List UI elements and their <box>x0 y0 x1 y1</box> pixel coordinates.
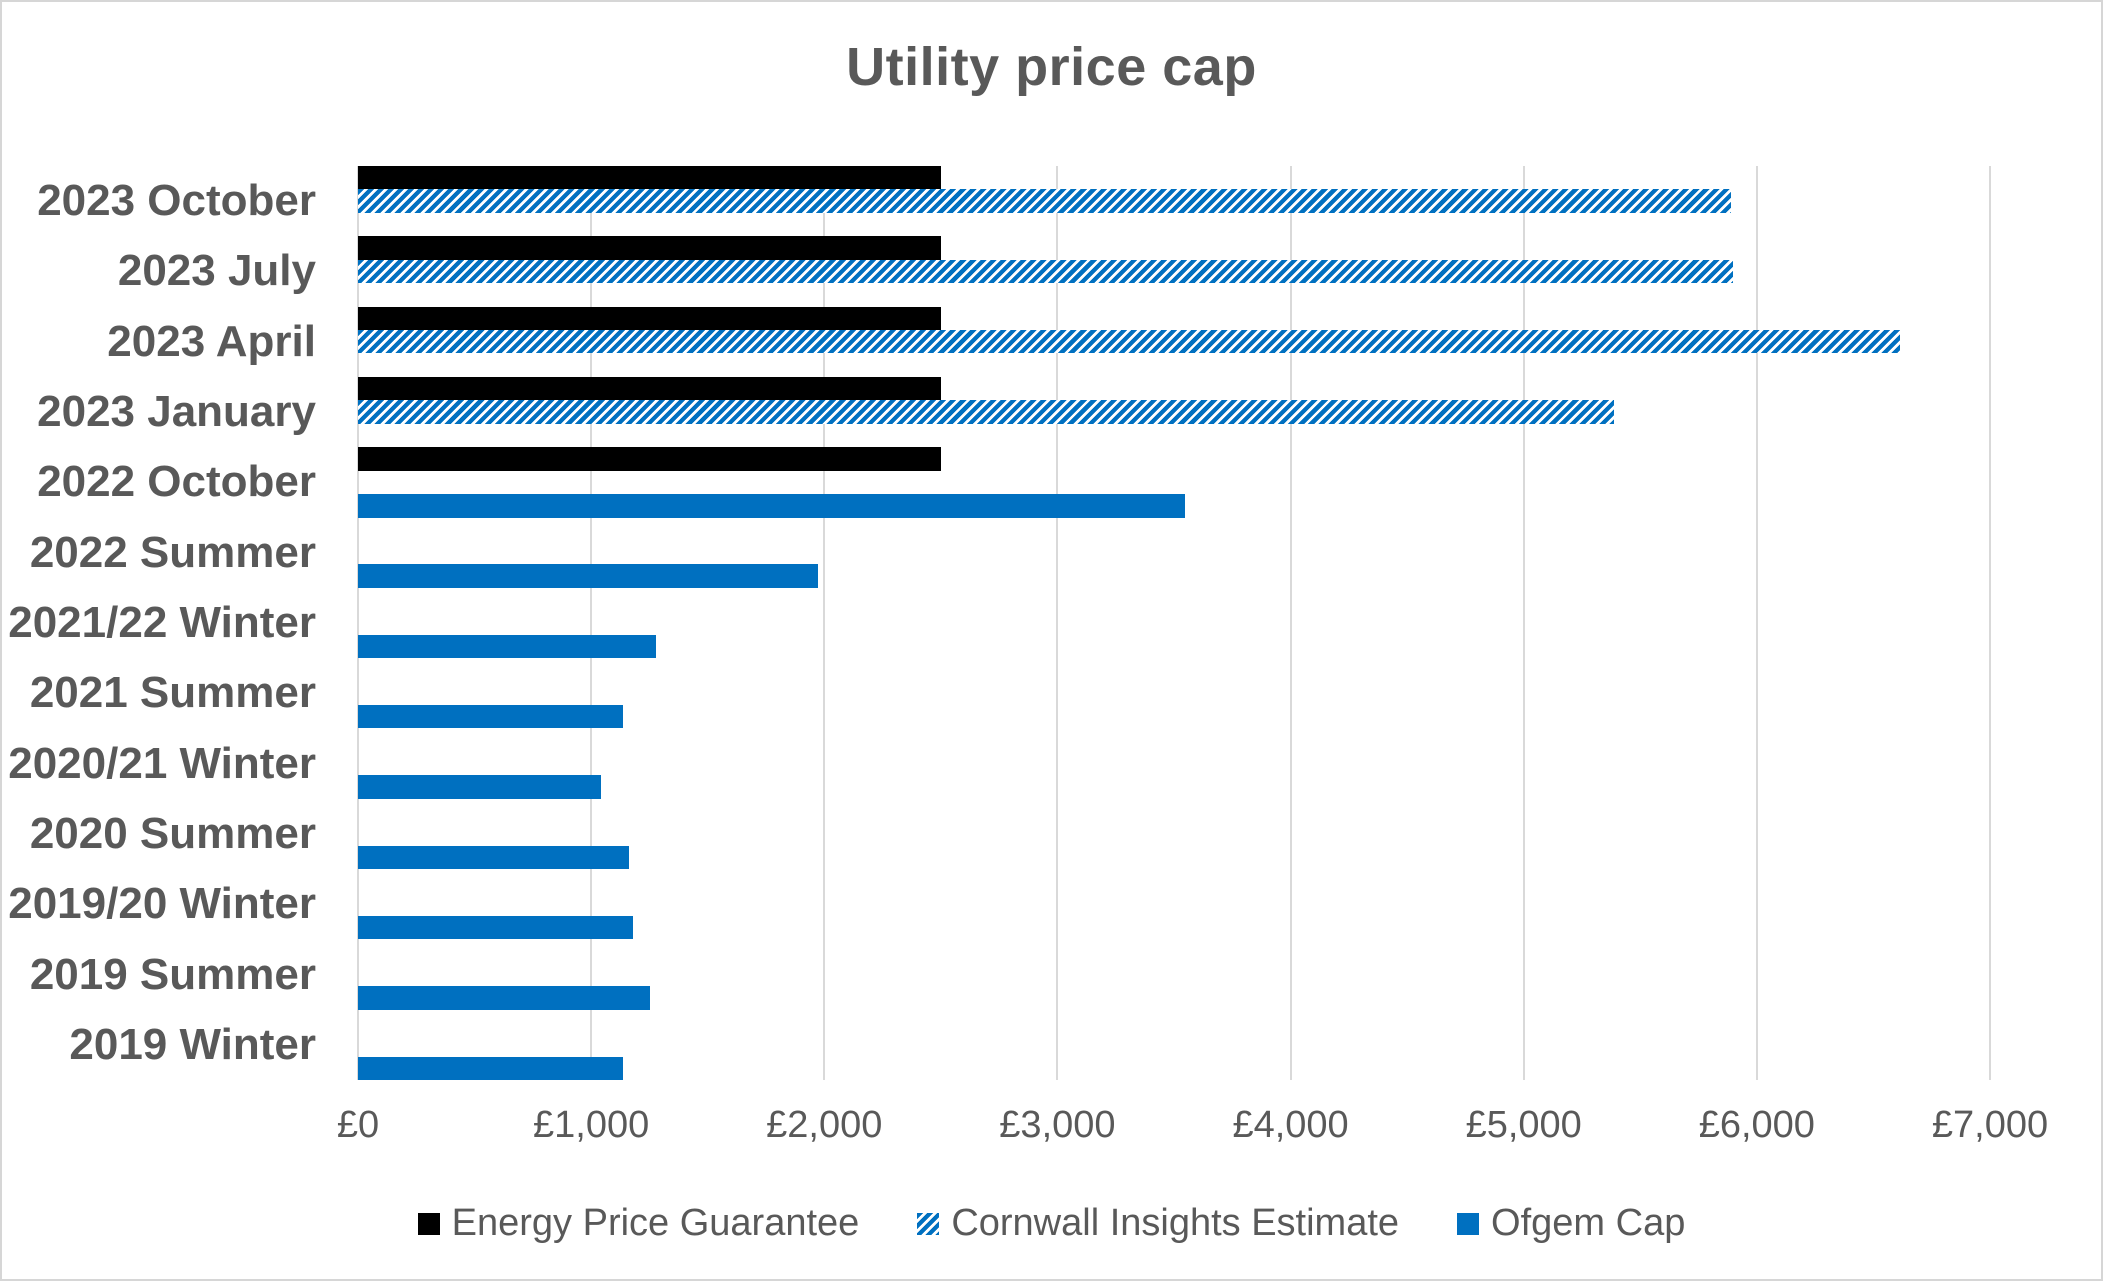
legend-item-energy-price-guarantee: Energy Price Guarantee <box>417 1202 860 1245</box>
bar-ofgem-cap-2019-20-winter <box>358 915 633 940</box>
category-row-2023-january <box>358 376 1990 447</box>
gridline-3000 <box>1056 166 1059 1080</box>
category-label-2023-october: 2023 October <box>37 176 316 226</box>
gridline-4000 <box>1289 166 1292 1080</box>
bar-ofgem-cap-2020-summer <box>358 845 629 870</box>
bar-ofgem-cap-2021-summer <box>358 705 624 729</box>
x-axis-label-6000: £6,000 <box>1698 1104 1815 1146</box>
category-row-2019-summer <box>358 939 1990 1010</box>
category-label-2022-october: 2022 October <box>37 457 316 507</box>
bar-ofgem-cap-2021-22-winter <box>358 634 656 659</box>
legend-label-energy-price-guarantee: Energy Price Guarantee <box>451 1202 860 1244</box>
category-row-2019-20-winter <box>358 869 1990 940</box>
bar-ofgem-cap-2022-october <box>358 494 1186 518</box>
category-label-2022-summer: 2022 Summer <box>29 527 316 577</box>
chart-title: Utility price cap <box>846 37 1257 97</box>
category-label-2023-july: 2023 July <box>117 246 316 296</box>
category-row-2021-summer <box>358 658 1990 729</box>
legend-label-cornwall-insights-estimate: Cornwall Insights Estimate <box>951 1202 1400 1244</box>
bar-cornwall-insights-estimate-2023-january <box>358 400 1614 424</box>
x-axis-label-1000: £1,000 <box>533 1104 650 1146</box>
category-label-2021-summer: 2021 Summer <box>29 668 316 718</box>
category-row-2020-summer <box>358 799 1990 870</box>
gridline-7000 <box>1989 166 1991 1080</box>
bar-ofgem-cap-2019-winter <box>358 1056 624 1080</box>
bar-energy-price-guarantee-2023-april <box>358 306 941 331</box>
category-label-2019-winter: 2019 Winter <box>69 1019 316 1069</box>
gridline-2000 <box>823 166 826 1080</box>
x-axis-label-5000: £5,000 <box>1465 1104 1582 1146</box>
x-axis-label-0: £0 <box>336 1104 380 1146</box>
x-axis-label-2000: £2,000 <box>766 1104 883 1146</box>
gridline-6000 <box>1755 166 1758 1080</box>
bar-ofgem-cap-2019-summer <box>358 986 651 1010</box>
bar-cornwall-insights-estimate-2023-april <box>358 330 1901 354</box>
bar-energy-price-guarantee-2022-october <box>358 447 941 471</box>
bar-cornwall-insights-estimate-2023-october <box>358 189 1731 213</box>
legend-swatch-ofgem-cap <box>1457 1212 1480 1235</box>
legend-swatch-cornwall-insights-estimate <box>917 1212 940 1235</box>
category-axis: 2023 October 2023 July 2023 April 2023 Janu… <box>2 166 316 1080</box>
legend-item-cornwall-insights-estimate: Cornwall Insights Estimate <box>917 1202 1399 1245</box>
bar-energy-price-guarantee-2023-july <box>358 236 941 260</box>
gridline-0 <box>357 166 359 1080</box>
category-row-2021-22-winter <box>358 588 1990 659</box>
bar-ofgem-cap-2022-summer <box>358 564 818 588</box>
category-row-2023-october <box>358 166 1990 236</box>
bar-energy-price-guarantee-2023-october <box>358 166 941 190</box>
legend: Energy Price Guarantee Cornwall Insights … <box>2 1202 2101 1245</box>
gridline-1000 <box>590 166 593 1080</box>
category-row-2022-summer <box>358 518 1990 588</box>
category-label-2019-summer: 2019 Summer <box>29 949 316 999</box>
category-label-2020-summer: 2020 Summer <box>29 808 316 858</box>
bar-cornwall-insights-estimate-2023-july <box>358 259 1733 284</box>
category-label-2023-january: 2023 January <box>37 387 316 437</box>
bar-ofgem-cap-2020-21-winter <box>358 775 601 799</box>
category-row-2020-21-winter <box>358 728 1990 799</box>
category-row-2023-july <box>358 236 1990 306</box>
category-label-2020-21-winter: 2020/21 Winter <box>8 738 316 788</box>
legend-item-ofgem-cap: Ofgem Cap <box>1457 1202 1685 1245</box>
bar-energy-price-guarantee-2023-january <box>358 376 941 401</box>
category-label-2019-20-winter: 2019/20 Winter <box>8 879 316 929</box>
category-label-2023-april: 2023 April <box>107 316 316 366</box>
plot-area <box>357 166 1991 1080</box>
category-row-2023-april <box>358 306 1990 377</box>
legend-swatch-energy-price-guarantee <box>417 1212 440 1235</box>
x-axis-label-7000: £7,000 <box>1931 1104 2049 1146</box>
x-axis-label-4000: £4,000 <box>1232 1104 1349 1146</box>
x-axis-label-3000: £3,000 <box>999 1104 1116 1146</box>
category-row-2019-winter <box>358 1010 1990 1080</box>
category-row-2022-october <box>358 447 1990 518</box>
category-label-2021-22-winter: 2021/22 Winter <box>8 597 316 647</box>
gridline-5000 <box>1522 166 1525 1080</box>
legend-label-ofgem-cap: Ofgem Cap <box>1491 1202 1686 1244</box>
